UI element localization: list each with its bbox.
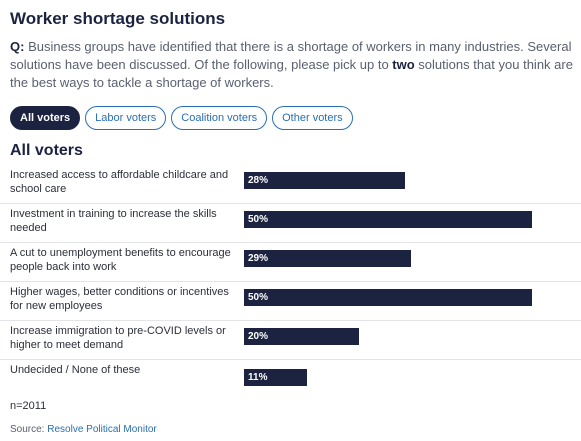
- question-emphasis: two: [392, 57, 415, 72]
- bar: 50%: [244, 289, 532, 306]
- category-label: A cut to unemployment benefits to encour…: [10, 247, 231, 273]
- sample-size: n=2011: [10, 400, 47, 412]
- tab-coalition-voters[interactable]: Coalition voters: [171, 106, 268, 130]
- section-title: All voters: [10, 142, 83, 159]
- category-label: Increased access to affordable childcare…: [10, 169, 229, 195]
- chart-row: Undecided / None of these 11%: [0, 359, 581, 398]
- question-text-before: Business groups have identified that the…: [10, 39, 572, 72]
- chart-row: Higher wages, better conditions or incen…: [0, 281, 581, 321]
- bar: 20%: [244, 328, 359, 345]
- category-label: Undecided / None of these: [10, 364, 141, 376]
- bar: 28%: [244, 172, 405, 189]
- voter-filter-tabs: All voters Labor voters Coalition voters…: [10, 106, 353, 130]
- chart-row: A cut to unemployment benefits to encour…: [0, 242, 581, 282]
- question-text-after: solutions that you think are the best wa…: [10, 57, 573, 90]
- source-link[interactable]: Resolve Political Monitor: [47, 424, 157, 435]
- tab-other-voters[interactable]: Other voters: [272, 106, 353, 130]
- tab-all-voters[interactable]: All voters: [10, 106, 81, 130]
- source-line: Source: Resolve Political Monitor: [10, 424, 157, 435]
- tab-labor-voters[interactable]: Labor voters: [85, 106, 167, 130]
- chart-row: Investment in training to increase the s…: [0, 203, 581, 243]
- category-label: Higher wages, better conditions or incen…: [10, 286, 229, 312]
- category-label: Investment in training to increase the s…: [10, 208, 217, 234]
- question-prefix: Q:: [10, 39, 25, 54]
- question-text: Q: Business groups have identified that …: [10, 38, 575, 92]
- chart-title: Worker shortage solutions: [10, 9, 226, 28]
- chart-row: Increase immigration to pre-COVID levels…: [0, 320, 581, 360]
- bar: 29%: [244, 250, 411, 267]
- bar: 50%: [244, 211, 532, 228]
- chart-row: Increased access to affordable childcare…: [0, 164, 581, 204]
- category-label: Increase immigration to pre-COVID levels…: [10, 325, 226, 351]
- source-label: Source:: [10, 424, 45, 435]
- bar: 11%: [244, 369, 307, 386]
